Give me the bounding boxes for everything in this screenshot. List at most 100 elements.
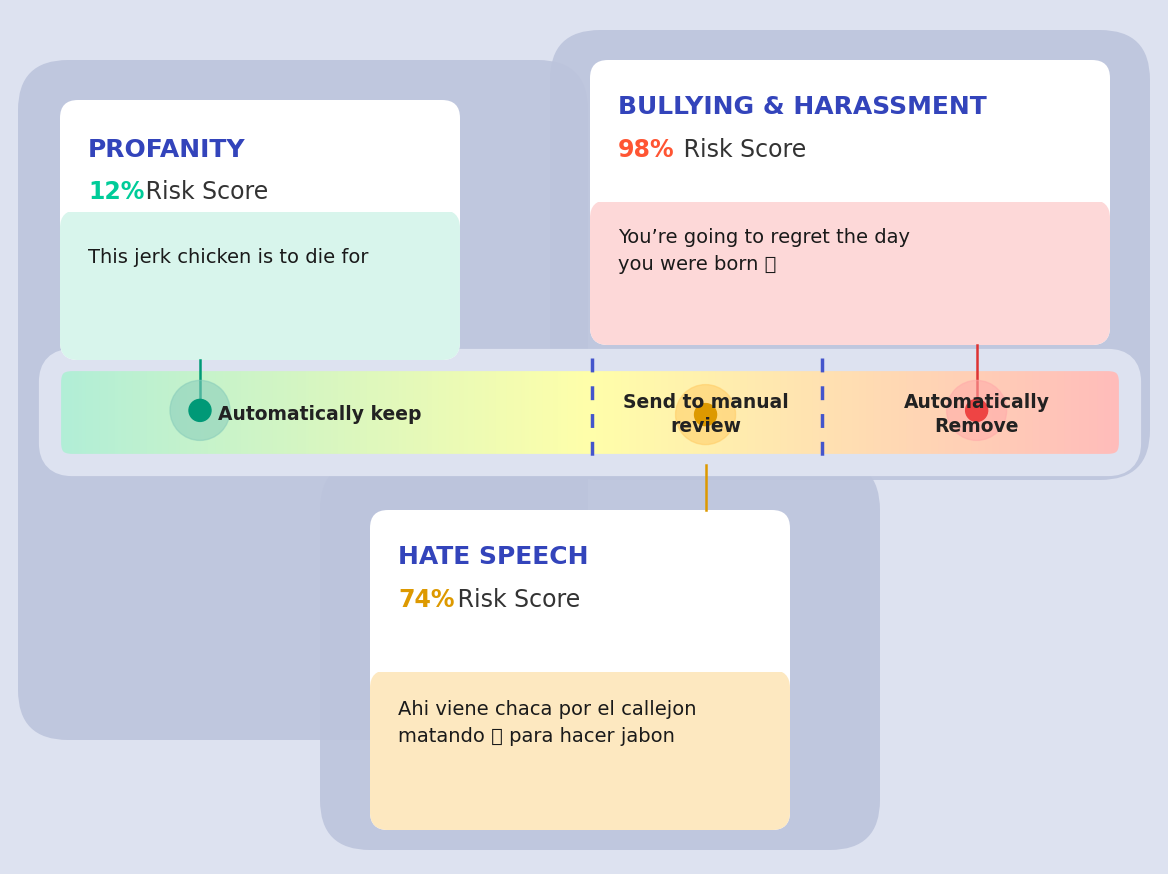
Bar — [745, 360, 750, 465]
Bar — [936, 360, 940, 465]
Bar — [590, 360, 596, 465]
Bar — [780, 360, 786, 465]
Bar — [403, 360, 408, 465]
Bar — [324, 360, 328, 465]
Text: Risk Score: Risk Score — [138, 180, 269, 204]
Bar — [903, 360, 909, 465]
Bar — [1055, 360, 1059, 465]
Circle shape — [946, 380, 1007, 440]
Bar — [341, 360, 347, 465]
Bar — [133, 360, 138, 465]
Bar — [137, 360, 141, 465]
Bar — [507, 360, 513, 465]
Bar — [158, 360, 164, 465]
Bar — [1115, 360, 1121, 465]
Bar — [766, 360, 772, 465]
Bar — [655, 360, 660, 465]
Bar — [427, 360, 433, 465]
Bar — [536, 360, 541, 465]
Bar — [626, 360, 631, 465]
Bar — [54, 360, 58, 465]
Text: BULLYING & HARASSMENT: BULLYING & HARASSMENT — [618, 95, 987, 119]
Bar — [104, 360, 109, 465]
Bar — [130, 360, 134, 465]
Bar — [263, 360, 267, 465]
Bar — [1101, 360, 1106, 465]
Bar — [223, 360, 228, 465]
Bar — [298, 360, 304, 465]
Bar — [953, 360, 959, 465]
Bar — [1008, 360, 1013, 465]
Bar — [1083, 360, 1089, 465]
Text: 98%: 98% — [618, 138, 675, 162]
FancyBboxPatch shape — [590, 180, 1110, 202]
Text: This jerk chicken is to die for: This jerk chicken is to die for — [88, 248, 368, 267]
Bar — [522, 360, 527, 465]
Bar — [792, 360, 797, 465]
Bar — [572, 360, 577, 465]
Circle shape — [189, 399, 211, 421]
Bar — [583, 360, 588, 465]
Bar — [306, 360, 311, 465]
Bar — [338, 360, 343, 465]
Bar — [561, 360, 566, 465]
Bar — [752, 360, 757, 465]
Bar — [389, 360, 394, 465]
Circle shape — [695, 404, 716, 426]
Bar — [460, 360, 466, 465]
Bar — [255, 360, 260, 465]
Bar — [698, 360, 703, 465]
Bar — [118, 360, 124, 465]
Bar — [820, 360, 826, 465]
Bar — [878, 360, 883, 465]
Bar — [616, 360, 620, 465]
Text: Ahi viene chaca por el callejon
matando 💰 para hacer jabon: Ahi viene chaca por el callejon matando … — [398, 700, 696, 746]
Bar — [885, 360, 890, 465]
Bar — [777, 360, 783, 465]
Bar — [972, 360, 976, 465]
Bar — [213, 360, 217, 465]
Bar — [906, 360, 912, 465]
Bar — [813, 360, 819, 465]
FancyBboxPatch shape — [320, 460, 880, 850]
FancyBboxPatch shape — [370, 670, 790, 830]
Bar — [436, 360, 440, 465]
Bar — [939, 360, 944, 465]
Bar — [633, 360, 638, 465]
Bar — [918, 360, 923, 465]
Bar — [723, 360, 729, 465]
FancyBboxPatch shape — [60, 210, 460, 360]
Bar — [471, 360, 477, 465]
Bar — [925, 360, 930, 465]
Bar — [1029, 360, 1035, 465]
Bar — [763, 360, 767, 465]
Bar — [860, 360, 865, 465]
Bar — [64, 360, 70, 465]
Bar — [867, 360, 872, 465]
Bar — [1108, 360, 1113, 465]
Bar — [950, 360, 955, 465]
Bar — [550, 360, 556, 465]
Bar — [396, 360, 401, 465]
Bar — [464, 360, 470, 465]
Bar — [543, 360, 548, 465]
Bar — [147, 360, 152, 465]
Bar — [623, 360, 627, 465]
Bar — [943, 360, 948, 465]
Bar — [370, 360, 375, 465]
Bar — [75, 360, 81, 465]
Bar — [234, 360, 238, 465]
Bar — [90, 360, 95, 465]
Bar — [529, 360, 534, 465]
Bar — [871, 360, 876, 465]
Bar — [237, 360, 242, 465]
Bar — [734, 360, 739, 465]
Bar — [356, 360, 361, 465]
Bar — [1091, 360, 1096, 465]
Bar — [216, 360, 221, 465]
Bar — [514, 360, 520, 465]
Bar — [846, 360, 850, 465]
Bar — [360, 360, 364, 465]
Bar — [111, 360, 117, 465]
Bar — [266, 360, 271, 465]
